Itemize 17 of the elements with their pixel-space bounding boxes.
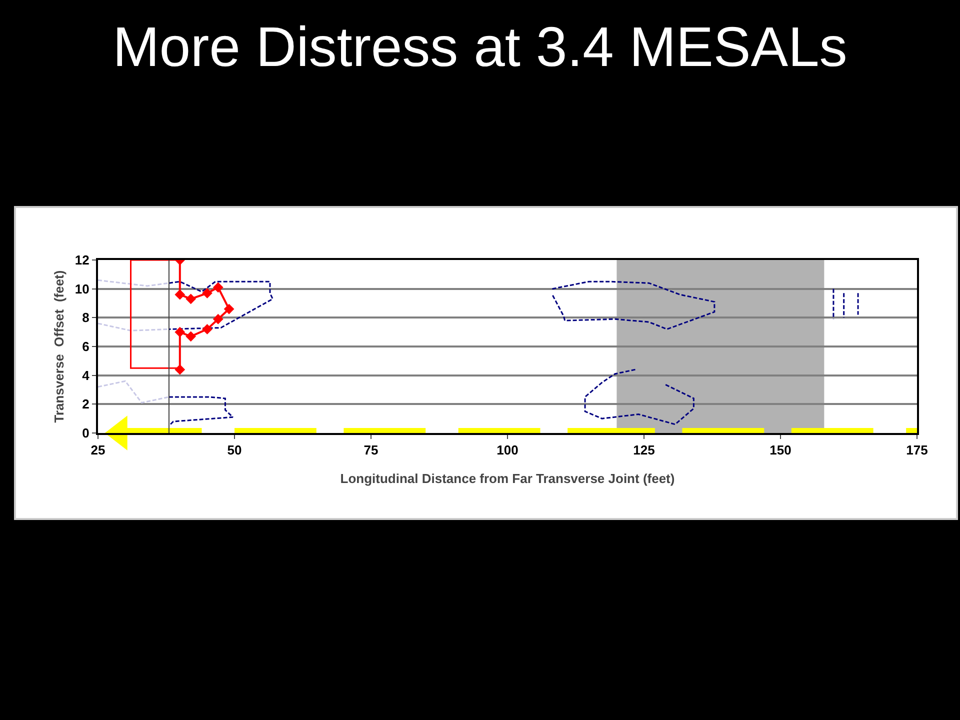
y-tick-label: 2 xyxy=(82,396,90,412)
x-tick-label: 50 xyxy=(227,442,242,458)
chart-title: More Distress at 3.4 MESALs xyxy=(112,14,848,79)
x-tick-label: 75 xyxy=(364,442,378,458)
x-axis-title: Longitudinal Distance from Far Transverse Joint (feet) xyxy=(340,471,675,486)
x-tick-label: 25 xyxy=(90,442,106,458)
x-tick-label: 100 xyxy=(496,442,518,458)
x-tick-label: 175 xyxy=(906,442,928,458)
x-tick-label: 150 xyxy=(770,442,792,458)
y-tick-label: 10 xyxy=(74,281,90,296)
x-tick-label: 125 xyxy=(633,442,655,458)
y-tick-label: 6 xyxy=(82,339,90,354)
y-tick-label: 8 xyxy=(82,310,90,326)
y-tick-label: 4 xyxy=(82,368,90,383)
y-tick-label: 0 xyxy=(82,426,90,441)
y-axis-title: Transverse Offset (feet) xyxy=(51,270,66,423)
y-tick-label: 12 xyxy=(74,252,90,268)
